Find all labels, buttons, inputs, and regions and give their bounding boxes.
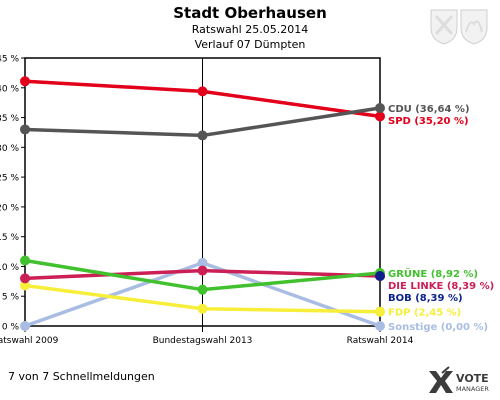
data-point — [20, 273, 30, 284]
series-layer — [20, 76, 385, 331]
chart-title: Stadt Oberhausen — [173, 4, 327, 22]
end-label-gr-ne: GRÜNE (8,92 %) — [388, 266, 478, 280]
y-tick-label: 35 % — [0, 114, 19, 124]
data-point — [375, 111, 385, 122]
data-point — [197, 257, 208, 268]
logo-cross-icon — [429, 371, 453, 393]
data-point — [375, 103, 385, 114]
logo-line2: MANAGER — [456, 385, 489, 393]
data-point — [20, 321, 30, 331]
y-tick-label: 40 % — [0, 84, 19, 94]
coat-of-arms-icon — [430, 9, 488, 45]
y-tick-label: 10 % — [0, 263, 19, 273]
data-point-bob — [375, 270, 385, 281]
chart-subtitle: Ratswahl 25.05.2014 — [191, 23, 309, 36]
end-label-cdu: CDU (36,64 %) — [388, 104, 470, 115]
data-point — [20, 124, 30, 135]
y-tick-label: 30 % — [0, 144, 19, 154]
y-tick-label: 25 % — [0, 174, 19, 184]
x-tick-label: Ratswahl 2014 — [347, 336, 414, 346]
logo-line1: VOTE — [456, 372, 489, 385]
data-point — [20, 76, 30, 87]
data-point — [197, 284, 208, 295]
end-label-spd: SPD (35,20 %) — [388, 116, 469, 127]
data-point — [20, 255, 30, 266]
y-tick-label: 5 % — [2, 293, 20, 303]
data-point — [197, 265, 208, 276]
data-point — [375, 321, 385, 331]
vote-manager-logo: VOTE MANAGER — [429, 366, 489, 393]
end-label-die-linke: DIE LINKE (8,39 %) — [388, 281, 494, 292]
data-point — [375, 306, 385, 317]
end-label-bob: BOB (8,39 %) — [388, 293, 463, 304]
data-point — [197, 303, 208, 314]
end-label-sonstige: Sonstige (0,00 %) — [388, 322, 488, 333]
y-tick-label: 0 % — [2, 323, 20, 333]
data-point — [197, 130, 208, 141]
data-point — [20, 280, 30, 291]
y-tick-label: 45 % — [0, 55, 19, 65]
x-tick-label: Ratswahl 2009 — [0, 336, 59, 346]
axes: 0 % 5 % 10 % 15 % 20 % 25 % 30 % 35 % 40 % 45 % Ra… — [0, 55, 414, 347]
end-label-fdp: FDP (2,45 %) — [388, 308, 461, 319]
y-tick-label: 20 % — [0, 203, 19, 213]
report-status: 7 von 7 Schnellmeldungen — [8, 370, 155, 383]
label-layer: CDU (36,64 %)SPD (35,20 %) GRÜNE (8,92 %)… — [388, 104, 494, 333]
y-tick-label: 15 % — [0, 233, 19, 243]
chart-header: Stadt Oberhausen Ratswahl 25.05.2014 Ver… — [0, 4, 500, 52]
data-point — [197, 86, 208, 97]
chart-subtitle-district: Verlauf 07 Dümpten — [194, 38, 306, 51]
x-tick-label: Bundestagswahl 2013 — [153, 336, 253, 346]
